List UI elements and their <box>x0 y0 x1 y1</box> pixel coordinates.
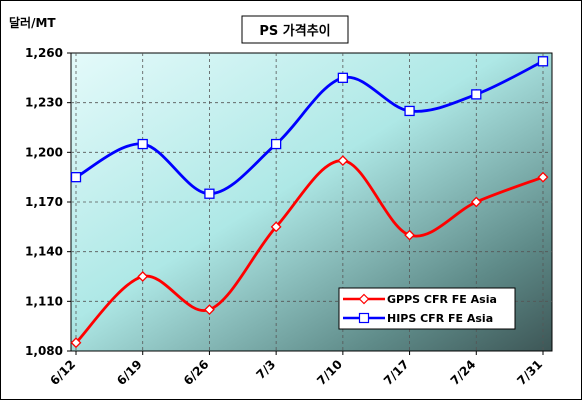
x-tick-label: 6/19 <box>114 357 145 388</box>
data-point-gpps <box>404 229 415 241</box>
legend-marker-gpps <box>358 293 370 305</box>
y-tick-label: 1,140 <box>25 245 63 259</box>
data-point-gpps <box>337 155 349 167</box>
data-point-gpps <box>70 337 82 349</box>
data-point-hips <box>337 72 349 83</box>
data-point-hips <box>137 138 148 150</box>
legend: GPPS CFR FE Asia HIPS CFR FE Asia <box>338 287 516 330</box>
y-tick-label: 1,260 <box>25 46 63 60</box>
data-point-hips <box>404 105 415 117</box>
legend-marker-hips <box>358 312 370 324</box>
x-tick-label: 6/26 <box>181 357 212 388</box>
x-tick-label: 7/3 <box>253 357 278 382</box>
series-line-hips <box>75 60 544 196</box>
x-tick-label: 7/31 <box>514 357 545 388</box>
chart-title: PS 가격추이 <box>259 23 330 39</box>
series <box>70 56 549 349</box>
y-tick-label: 1,110 <box>25 294 63 308</box>
data-point-gpps <box>537 171 549 183</box>
x-tick-label: 6/12 <box>47 357 78 388</box>
series-line-gpps <box>74 159 544 344</box>
data-point-gpps <box>204 304 215 316</box>
y-tick-label: 1,080 <box>25 344 63 358</box>
grid <box>71 53 552 351</box>
x-tick-label: 7/17 <box>381 357 412 388</box>
y-tick-label: 1,170 <box>25 195 63 209</box>
data-point-hips <box>537 56 549 67</box>
y-tick-label: 1,200 <box>25 145 63 159</box>
y-axis-label: 달러/MT <box>9 15 56 30</box>
data-point-hips <box>70 172 82 183</box>
data-point-gpps <box>470 196 482 208</box>
data-point-hips <box>270 138 282 150</box>
data-point-gpps <box>137 271 149 282</box>
x-tick-label: 7/10 <box>314 357 345 388</box>
title-box <box>241 15 349 44</box>
data-point-hips <box>204 188 215 199</box>
data-point-gpps <box>270 221 282 233</box>
x-tick-label: 7/24 <box>448 357 479 388</box>
data-point-hips <box>471 89 482 100</box>
legend-label-gpps: GPPS CFR FE Asia <box>387 293 497 306</box>
legend-label-hips: HIPS CFR FE Asia <box>387 312 493 325</box>
y-tick-label: 1,230 <box>25 96 63 110</box>
